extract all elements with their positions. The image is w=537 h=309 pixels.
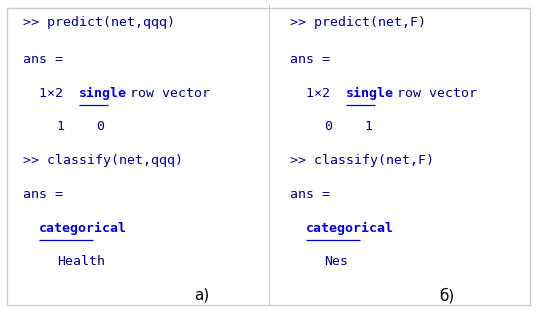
Text: categorical: categorical	[306, 222, 394, 235]
Text: Health: Health	[57, 255, 105, 268]
Text: б): б)	[439, 288, 455, 303]
Text: categorical: categorical	[39, 222, 127, 235]
Text: ans =: ans =	[23, 53, 63, 66]
Text: ans =: ans =	[23, 188, 63, 201]
Text: 1    0: 1 0	[57, 121, 105, 133]
Text: >> classify(net,qqq): >> classify(net,qqq)	[23, 154, 183, 167]
Text: single: single	[346, 87, 394, 100]
Text: row vector: row vector	[389, 87, 477, 100]
Text: ans =: ans =	[290, 53, 330, 66]
Text: >> predict(net,qqq): >> predict(net,qqq)	[23, 16, 175, 29]
Text: Nes: Nes	[324, 255, 349, 268]
Text: row vector: row vector	[121, 87, 209, 100]
Text: >> predict(net,F): >> predict(net,F)	[290, 16, 426, 29]
FancyBboxPatch shape	[7, 7, 530, 305]
Text: >> classify(net,F): >> classify(net,F)	[290, 154, 434, 167]
Text: single: single	[79, 87, 127, 100]
Text: 1×2: 1×2	[306, 87, 338, 100]
Text: ans =: ans =	[290, 188, 330, 201]
Text: а): а)	[194, 288, 209, 303]
Text: 1×2: 1×2	[39, 87, 71, 100]
Text: 0    1: 0 1	[324, 121, 373, 133]
